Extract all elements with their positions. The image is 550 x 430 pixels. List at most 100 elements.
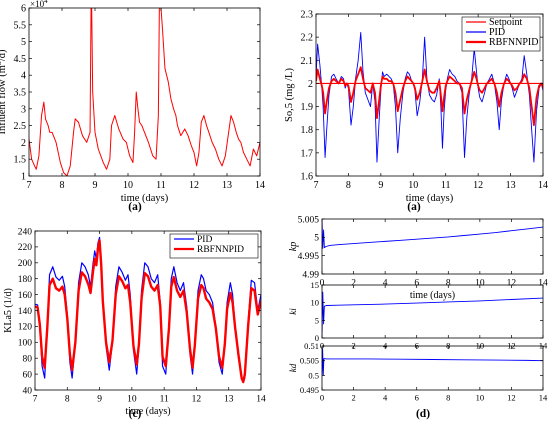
y-tick-label: 5 <box>315 315 319 325</box>
x-tick-label: 12 <box>192 395 202 405</box>
y-tick-label: 0.495 <box>300 385 319 395</box>
y-tick-label: 10 <box>311 298 320 308</box>
x-tick-label: 0 <box>320 393 324 403</box>
y-tick-label: 5 <box>314 234 319 244</box>
x-tick-label: 14 <box>255 180 265 191</box>
x-tick-label: 12 <box>189 180 199 191</box>
x-tick-label: 2 <box>351 393 355 403</box>
y-tick-label: 1 <box>21 172 26 183</box>
y-tick-label: 15 <box>311 280 320 290</box>
chart-panel-5: 0 2 4 6 8 10 12 14 0 5 10 15 ki <box>288 280 548 351</box>
x-tick-label: 8 <box>346 180 351 191</box>
y-tick-label: 1.8 <box>301 125 314 136</box>
x-tick-label: 9 <box>97 395 102 405</box>
y-axis-label: KLa5 (1/d) <box>3 288 14 333</box>
x-tick-label: 0 <box>320 279 325 289</box>
x-tick-label: 6 <box>414 279 419 289</box>
axes-frame <box>321 218 544 275</box>
x-tick-label: 14 <box>539 393 548 403</box>
y-axis-label: Influent flow (m3/d) <box>0 49 8 135</box>
y-tick-label: 40 <box>23 386 33 396</box>
x-tick-label: 0 <box>320 341 324 351</box>
exponent-label: ×104 <box>30 0 48 9</box>
x-tick-label: 8 <box>65 395 70 405</box>
y-tick-label: 100 <box>18 339 33 349</box>
legend-entry: PID <box>197 235 212 245</box>
panel-label: (c) <box>129 408 142 420</box>
axes-frame <box>321 284 544 339</box>
panel-label: (a) <box>128 201 142 213</box>
series-group <box>29 8 260 176</box>
y-tick-label: 2 <box>308 79 313 90</box>
series-line-1 <box>29 8 260 176</box>
y-tick-label: 60 <box>23 370 33 380</box>
y-tick-label: 4.99 <box>302 270 319 280</box>
series-line-1 <box>322 348 543 376</box>
legend-box <box>169 233 259 259</box>
y-tick-label: 4.5 <box>14 54 27 65</box>
chart-panel-1: 7 8 9 10 11 12 13 14 1 1.5 2 2.5 3 3.5 4 4.5 5 5.5 6 time (… <box>0 0 265 204</box>
y-tick-label: 3.5 <box>14 88 27 99</box>
series-line-1 <box>322 219 543 249</box>
y-tick-label: 4.995 <box>298 252 320 262</box>
legend-entry: Setpoint <box>489 17 523 28</box>
y-axis-label: So,5 (mg /L) <box>284 68 295 122</box>
y-tick-label: 1.6 <box>301 172 314 183</box>
x-tick-label: 10 <box>123 180 133 191</box>
x-tick-label: 12 <box>473 180 483 191</box>
x-tick-label: 7 <box>27 180 32 191</box>
axes-frame <box>315 13 544 177</box>
y-axis-label: ki <box>288 308 298 315</box>
chart-panel-2: 7 8 9 10 11 12 13 14 1.6 1.7 1.8 1.9 2 2.1 2.2 2.3 time … <box>284 10 548 205</box>
x-tick-label: 8 <box>446 393 450 403</box>
chart-panel-6: 0 2 4 6 8 10 12 14 0.495 0.5 0.505 0.51 kd <box>288 341 548 403</box>
x-tick-label: 8 <box>60 180 65 191</box>
y-tick-label: 160 <box>18 291 33 301</box>
x-tick-label: 9 <box>93 180 98 191</box>
x-tick-label: 11 <box>156 180 166 191</box>
y-tick-label: 2.1 <box>301 56 314 67</box>
y-tick-label: 5.5 <box>14 20 27 31</box>
y-tick-label: 1.7 <box>301 148 314 159</box>
x-tick-label: 4 <box>383 279 388 289</box>
y-tick-label: 240 <box>18 227 33 237</box>
x-tick-label: 11 <box>441 180 451 191</box>
chart-panel-4: 0 2 4 6 8 10 12 14 4.99 4.995 5 5.005 time (days) kp <box>288 215 548 301</box>
series-line-rbfnnpid <box>35 239 261 384</box>
x-tick-label: 14 <box>256 395 266 405</box>
x-tick-label: 14 <box>538 180 548 191</box>
x-axis-label: time (days) <box>410 290 455 301</box>
series-group <box>322 291 543 337</box>
x-tick-label: 9 <box>378 180 383 191</box>
x-tick-label: 10 <box>476 341 485 351</box>
series-line-1 <box>322 291 543 337</box>
x-tick-label: 10 <box>475 279 485 289</box>
x-axis-label: time (days) <box>406 193 454 204</box>
x-tick-label: 6 <box>415 393 419 403</box>
x-axis-label: time (days) <box>125 406 170 417</box>
panel-label: (a) <box>407 201 421 213</box>
y-tick-label: 5.005 <box>298 215 320 225</box>
y-tick-label: 0.51 <box>304 341 319 351</box>
series-group <box>322 348 543 376</box>
y-tick-label: 3 <box>21 104 26 115</box>
x-tick-label: 13 <box>222 180 232 191</box>
x-tick-label: 4 <box>383 341 388 351</box>
x-tick-label: 10 <box>408 180 418 191</box>
legend-entry: RBFNNPID <box>197 245 244 255</box>
y-tick-label: 0 <box>315 333 319 343</box>
y-tick-label: 4 <box>21 71 26 82</box>
x-axis-label: time (days) <box>121 193 169 204</box>
panel-label: (d) <box>416 408 430 420</box>
y-tick-label: 2 <box>21 138 26 149</box>
y-tick-label: 2.5 <box>14 121 27 132</box>
x-tick-label: 12 <box>507 393 516 403</box>
y-tick-label: 5 <box>21 37 26 48</box>
series-group <box>35 236 261 384</box>
x-tick-label: 4 <box>383 393 388 403</box>
y-tick-label: 6 <box>21 4 26 15</box>
axes-frame <box>28 7 261 177</box>
legend-box <box>461 16 541 52</box>
